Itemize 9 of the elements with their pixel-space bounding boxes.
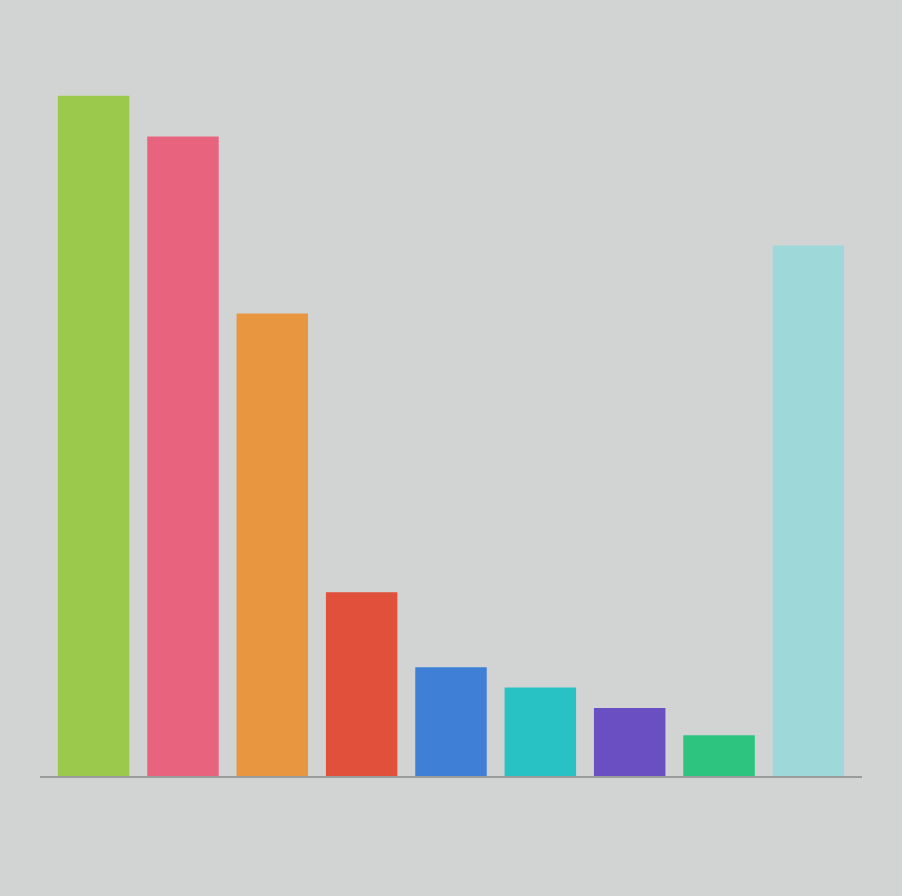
bar [57,95,130,776]
bar [504,687,577,776]
bar [147,136,219,776]
bar [772,245,845,776]
bar [415,667,487,776]
bar [683,735,755,776]
bar [593,707,666,776]
bar [325,592,398,776]
bar [236,313,309,776]
